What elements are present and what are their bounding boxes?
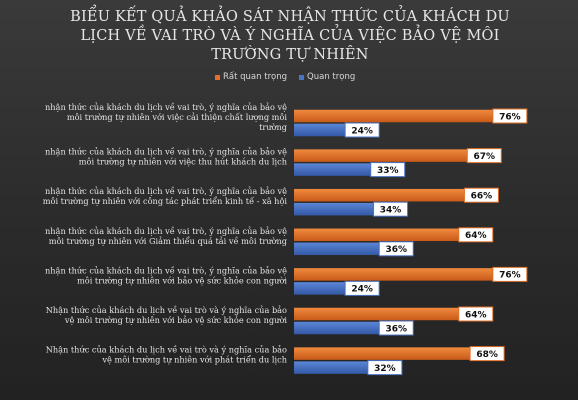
data-label: 76% — [499, 112, 521, 122]
data-label-box — [458, 227, 494, 243]
data-label: 36% — [385, 324, 407, 334]
category-label: nhận thức của khách du lịch về vai trò, … — [45, 186, 287, 196]
chart-title-line: BIỂU KẾT QUẢ KHẢO SÁT NHẬN THỨC CỦA KHÁC… — [70, 9, 510, 25]
data-label: 64% — [465, 310, 487, 320]
data-label-box — [378, 241, 414, 257]
legend-swatch — [215, 74, 220, 80]
bar-series-0 — [294, 109, 510, 123]
data-label-box — [466, 148, 502, 164]
chart-title-line: LỊCH VỀ VAI TRÒ VÀ Ý NGHĨA CỦA VIỆC BẢO … — [80, 28, 500, 44]
category-label: môi trường tự nhiên với Giảm thiểu quá t… — [49, 236, 287, 246]
data-label-box — [492, 108, 528, 124]
chart-title: BIỂU KẾT QUẢ KHẢO SÁT NHẬN THỨC CỦA KHÁC… — [40, 8, 540, 65]
category-label: nhận thức của khách du lịch về vai trò, … — [45, 147, 287, 157]
chart-legend: Rất quan trọng Quan trọng — [215, 70, 355, 84]
category-label: Nhận thức của khách du lịch về vai trò v… — [46, 345, 287, 355]
data-label: 68% — [476, 350, 498, 360]
category-label: vệ môi trường tự nhiên với bảo vệ sức kh… — [64, 315, 287, 325]
data-label-box — [492, 266, 528, 282]
data-label: 34% — [380, 206, 402, 216]
legend-item-series-0: Rất quan trọng — [215, 72, 287, 82]
bar-series-1 — [294, 242, 397, 256]
data-label-box — [373, 201, 409, 217]
legend-label: Rất quan trọng — [223, 72, 288, 82]
bar-series-1 — [294, 202, 391, 216]
category-label: môi trường tự nhiên với công tác phát tr… — [43, 196, 288, 206]
data-label-box — [458, 306, 494, 322]
bar-series-1 — [294, 361, 385, 374]
legend-swatch — [299, 74, 305, 80]
category-label: môi trường tự nhiên với việc thu hút khá… — [79, 157, 288, 167]
category-label: môi trường tự nhiên với bảo vệ sức khỏe … — [77, 275, 287, 285]
category-label: vệ môi trường tự nhiên với phát triển du… — [101, 355, 287, 365]
category-label: Nhận thức của khách du lịch về vai trò v… — [46, 305, 287, 315]
legend-item-series-1: Quan trọng — [299, 72, 355, 82]
bar-series-0 — [294, 307, 476, 321]
bar-series-1 — [294, 163, 388, 176]
category-label: môi trường tự nhiên với việc cải thiện c… — [67, 112, 288, 122]
data-label: 24% — [351, 126, 373, 136]
data-label-box — [463, 187, 499, 203]
category-label: nhận thức của khách du lịch về vai trò, … — [45, 226, 287, 236]
data-label-box — [344, 122, 380, 138]
category-label: nhận thức của khách du lịch về vai trò, … — [45, 265, 287, 275]
bar-series-1 — [294, 321, 397, 335]
legend-label: Quan trọng — [307, 72, 356, 82]
bar-series-0 — [294, 188, 482, 202]
chart-title-line: TRƯỜNG TỰ NHIÊN — [211, 47, 369, 63]
data-label-box — [378, 320, 414, 336]
bar-series-0 — [294, 228, 476, 242]
category-label: trường — [259, 122, 287, 132]
data-label: 76% — [499, 271, 521, 281]
data-label-box — [344, 280, 380, 296]
data-label: 64% — [465, 231, 487, 241]
data-label: 24% — [351, 285, 373, 295]
bar-series-0 — [294, 347, 488, 360]
data-label-box — [469, 346, 505, 362]
data-label: 33% — [377, 166, 399, 176]
bar-series-0 — [294, 149, 485, 162]
data-label: 36% — [385, 245, 407, 255]
data-label: 67% — [474, 152, 496, 162]
data-label: 32% — [374, 364, 396, 374]
data-label-box — [367, 360, 403, 376]
category-label: nhận thức của khách du lịch về vai trò, … — [45, 102, 287, 112]
bar-series-0 — [294, 268, 510, 281]
data-label-box — [370, 162, 406, 178]
data-label: 66% — [471, 192, 493, 202]
